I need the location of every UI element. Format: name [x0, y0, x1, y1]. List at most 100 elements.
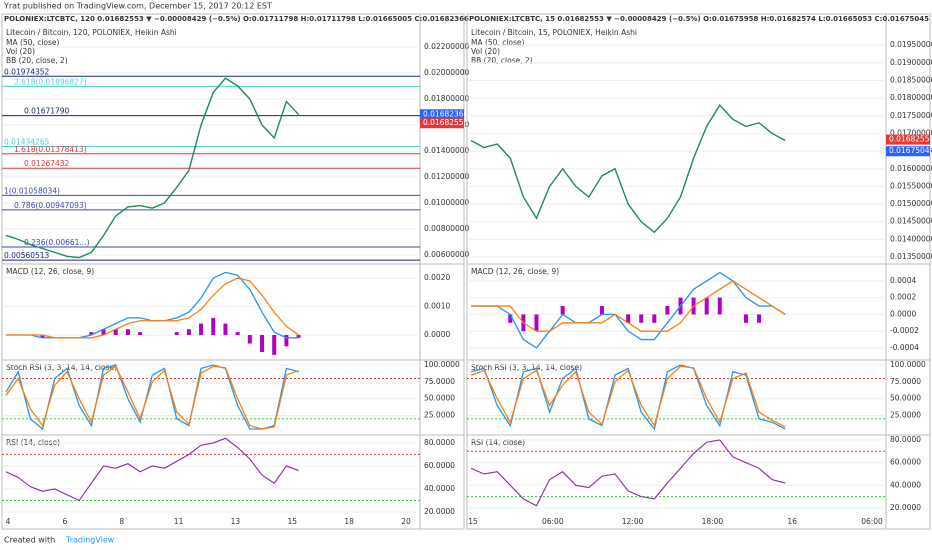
x-tick-label: 06:00: [861, 517, 883, 526]
y-tick-label: 0.01800000: [424, 94, 470, 103]
price-tag: [420, 118, 464, 129]
x-tick-label: 06:00: [542, 517, 564, 526]
price-tag-label: 0.01682553: [889, 135, 932, 144]
histogram-bar: [599, 306, 604, 315]
price-tag-label: 0.01682553: [423, 118, 469, 127]
x-tick-label: 13: [231, 517, 241, 526]
histogram-bar: [284, 334, 289, 347]
y-tick-label: 0.02200000: [424, 42, 470, 51]
brand[interactable]: TradingView: [65, 536, 115, 545]
histogram-bar: [508, 314, 513, 323]
y-tick-label: 0.01500000: [890, 199, 932, 208]
histogram-bar: [704, 297, 709, 315]
level-label: 2.618(0.01896827): [14, 77, 87, 86]
histogram-bar: [272, 334, 277, 355]
histogram-bar: [626, 314, 631, 323]
x-tick-label: 16: [787, 517, 797, 526]
y-tick-label: 0.00600000: [424, 250, 470, 259]
x-tick-label: 11: [174, 517, 184, 526]
y-tick-label: -0.0004: [890, 343, 919, 352]
y-tick-label: 20.0000: [890, 503, 921, 512]
histogram-bar: [125, 329, 130, 335]
y-tick-label: 0.0000: [424, 330, 450, 339]
y-tick-label: 25.0000: [424, 411, 455, 420]
y-tick-label: 0.01400000: [424, 146, 470, 155]
y-tick-label: 0.01550000: [890, 181, 932, 190]
y-tick-label: 80.0000: [890, 435, 921, 444]
x-tick-label: 8: [119, 517, 124, 526]
pane-title: MACD (12, 26, close, 9): [471, 267, 559, 276]
series-line: [5, 365, 299, 430]
price-tag-label: 0.01682366: [423, 109, 469, 118]
x-tick-label: 15: [468, 517, 478, 526]
y-tick-label: 75.0000: [424, 377, 455, 386]
y-tick-label: 0.01200000: [424, 172, 470, 181]
y-tick-label: 60.0000: [890, 458, 921, 467]
series-line: [5, 364, 299, 431]
panel-frame: [1, 13, 465, 530]
indicator-label: MA (50, close): [6, 38, 60, 47]
histogram-bar: [260, 334, 265, 353]
level-label: 0.01267432: [24, 159, 70, 168]
indicator-label: MA (50, close): [471, 38, 525, 47]
y-tick-label: 0.01000000: [424, 198, 470, 207]
indicator-label: Vol (20): [471, 47, 500, 56]
pane-title: RSI (14, close): [471, 438, 525, 447]
x-tick-label: 20: [401, 517, 411, 526]
y-tick-label: 100.0000: [890, 360, 926, 369]
histogram-bar: [757, 314, 762, 323]
y-tick-label: 0.01400000: [890, 234, 932, 243]
x-tick-label: 18:00: [702, 517, 724, 526]
price-tag: [886, 134, 930, 145]
histogram-bar: [652, 314, 657, 323]
histogram-bar: [560, 306, 565, 315]
chart-title: Litecoin / Bitcoin, 15, POLONIEX, Heikin…: [471, 28, 637, 37]
y-tick-label: 40.0000: [890, 480, 921, 489]
series-line: [6, 277, 299, 339]
level-label: 0.786(0.00947093): [14, 201, 87, 210]
level-label: 1.618(0.01378413): [14, 145, 87, 154]
price-tag-label: 0.01675045: [889, 146, 932, 155]
histogram-bar: [113, 329, 118, 335]
y-tick-label: 0.0004: [890, 276, 916, 285]
y-tick-label: 0.0020: [424, 273, 450, 282]
level-label: 0.01434265: [4, 138, 50, 147]
y-tick-label: 100.0000: [424, 360, 460, 369]
y-tick-label: 0.02000000: [424, 68, 470, 77]
series-line: [470, 104, 786, 234]
series-line: [471, 280, 786, 332]
series-line: [470, 439, 786, 507]
y-tick-label: 0.01700000: [890, 128, 932, 137]
indicator-label: BB (20, close, 2): [471, 56, 533, 65]
y-tick-label: 50.0000: [890, 394, 921, 403]
histogram-bar: [138, 332, 143, 335]
level-label: 0.01671790: [24, 107, 70, 116]
price-tag: [886, 146, 930, 157]
chart-title: Litecoin / Bitcoin, 120, POLONIEX, Heiki…: [6, 28, 177, 37]
histogram-bar: [665, 306, 670, 315]
x-tick-label: 15: [288, 517, 298, 526]
y-tick-label: 0.01350000: [890, 252, 932, 261]
y-tick-label: 40.0000: [424, 484, 455, 493]
y-tick-label: 20.0000: [424, 507, 455, 516]
price-tag: [420, 109, 464, 120]
level-label: 1(0.01058034): [4, 186, 60, 195]
histogram-bar: [235, 332, 240, 335]
y-tick-label: 80.0000: [424, 438, 455, 447]
y-tick-label: 0.0002: [890, 293, 916, 302]
y-tick-label: 0.01600000: [890, 164, 932, 173]
y-tick-label: 0.01950000: [890, 40, 932, 49]
panel-frame: [466, 13, 931, 530]
level-label: 0.236(0.00661...): [24, 238, 90, 247]
footer: Created with: [4, 536, 55, 545]
series-line: [5, 77, 300, 259]
series-line: [470, 365, 786, 428]
histogram-bar: [101, 329, 106, 335]
x-tick-label: 4: [6, 517, 11, 526]
histogram-bar: [296, 334, 301, 338]
publisher: Yrat published on TradingView.com, Decem…: [3, 2, 272, 11]
pane-title: MACD (12, 26, close, 9): [6, 267, 94, 276]
y-tick-label: 0.01800000: [890, 93, 932, 102]
